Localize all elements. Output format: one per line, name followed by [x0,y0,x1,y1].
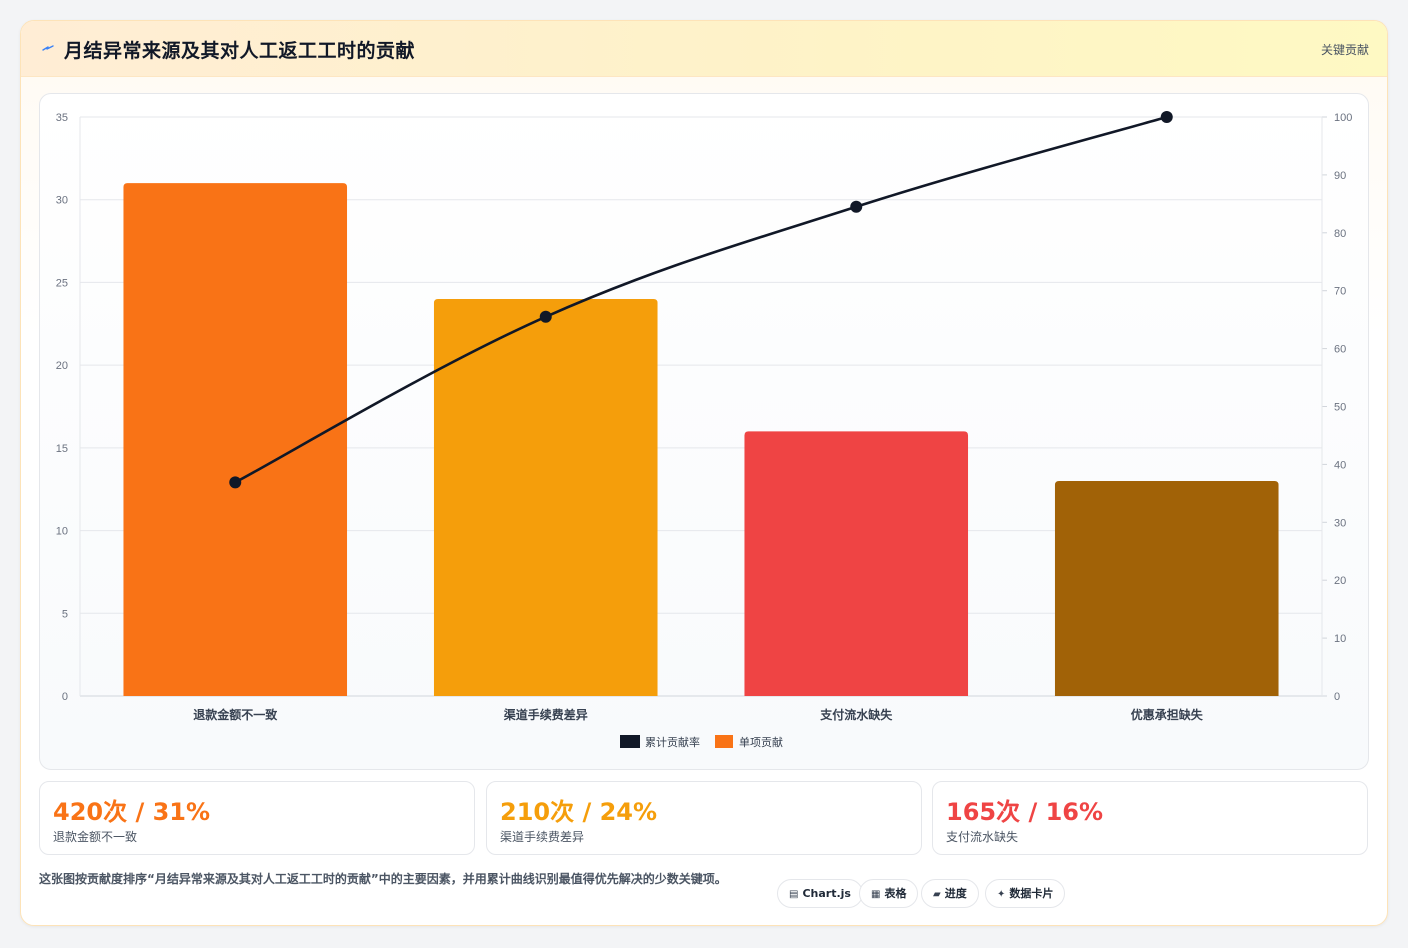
bar [744,431,969,696]
cumulative-point [1160,111,1173,123]
chart-container: 0 5 10 15 20 25 30 35 0 10 20 30 40 50 60 70 80 90 100 退款金额… [39,93,1369,770]
bar [433,298,658,696]
legend-swatch-cumulative [620,735,640,748]
table-icon: ▦ [871,889,881,900]
legend-label-cumulative: 累计贡献率 [645,735,700,749]
cumulative-line [234,115,1168,484]
legend-swatch-bar [715,735,733,748]
chip-label: Chart.js [802,887,851,900]
chip-label: 表格 [884,887,907,900]
bar [123,183,348,697]
y-left-tick-label: 0 [62,691,68,703]
cumulative-point [539,310,552,323]
y-right-tick-label: 20 [1334,575,1346,587]
x-tick-label: 优惠承担缺失 [1131,707,1204,722]
y-right-tick-label: 100 [1334,112,1352,124]
y-left-tick-label: 5 [62,608,68,620]
stat-value: 165次 / 16% [946,798,1104,826]
stat-value: 210次 / 24% [500,798,658,826]
y-right-tick-label: 70 [1334,286,1346,298]
y-right-tick-label: 40 [1334,459,1346,471]
stat-label: 退款金额不一致 [53,830,138,844]
y-right-tick-label: 60 [1334,344,1346,356]
stat-card-3: 165次 / 16% 支付流水缺失 [932,781,1368,855]
y-left-tick-label: 20 [56,360,68,372]
chip-table[interactable]: ▦ 表格 [859,879,919,908]
stat-label: 渠道手续费差异 [500,830,585,844]
y-right-tick-label: 90 [1334,170,1346,182]
bar [1054,480,1279,696]
y-left-tick-label: 35 [56,112,68,124]
card-header: 月结异常来源及其对人工返工工时的贡献 关键贡献 [21,21,1387,77]
x-tick-label: 退款金额不一致 [193,707,278,722]
chart-icon: ▤ [789,889,799,900]
y-right-tick-label: 0 [1334,691,1340,703]
y-left-tick-label: 25 [56,277,68,289]
chip-chartjs[interactable]: ▤ Chart.js [777,879,863,908]
stat-card-2: 210次 / 24% 渠道手续费差异 [486,781,922,855]
y-left-tick-label: 30 [56,195,68,207]
y-right-tick-label: 80 [1334,228,1346,240]
header-tag: 关键贡献 [1320,43,1369,57]
stat-label: 支付流水缺失 [946,830,1019,844]
lightning-icon [42,45,54,51]
y-left-tick-label: 10 [56,526,68,538]
chip-label: 数据卡片 [1009,887,1054,900]
chip-progress[interactable]: ▰ 进度 [921,879,979,908]
y-right-tick-label: 30 [1334,517,1346,529]
legend-label-bar: 单项贡献 [739,735,783,749]
chip-label: 进度 [944,887,967,900]
stat-card-1: 420次 / 31% 退款金额不一致 [39,781,475,855]
stat-value: 420次 / 31% [53,798,211,826]
pareto-chart: 0 5 10 15 20 25 30 35 0 10 20 30 40 50 60 70 80 90 100 退款金额… [56,111,1352,749]
chart-description: 这张图按贡献度排序“月结异常来源及其对人工返工工时的贡献”中的主要因素，并用累计… [39,872,727,886]
x-tick-label: 渠道手续费差异 [504,707,588,722]
y-right-tick-label: 10 [1334,633,1346,645]
y-left-tick-label: 15 [56,443,68,455]
x-tick-label: 支付流水缺失 [819,707,893,722]
sparkle-icon: ✦ [997,889,1006,900]
y-right-tick-label: 50 [1334,402,1346,414]
chart-card: 月结异常来源及其对人工返工工时的贡献 关键贡献 0 5 10 15 20 25 30 35 0 1… [20,20,1388,926]
cumulative-point [229,476,242,489]
cumulative-point [850,200,863,213]
chip-data-card[interactable]: ✦ 数据卡片 [985,879,1066,908]
page-title: 月结异常来源及其对人工返工工时的贡献 [64,40,416,62]
progress-icon: ▰ [933,889,941,900]
